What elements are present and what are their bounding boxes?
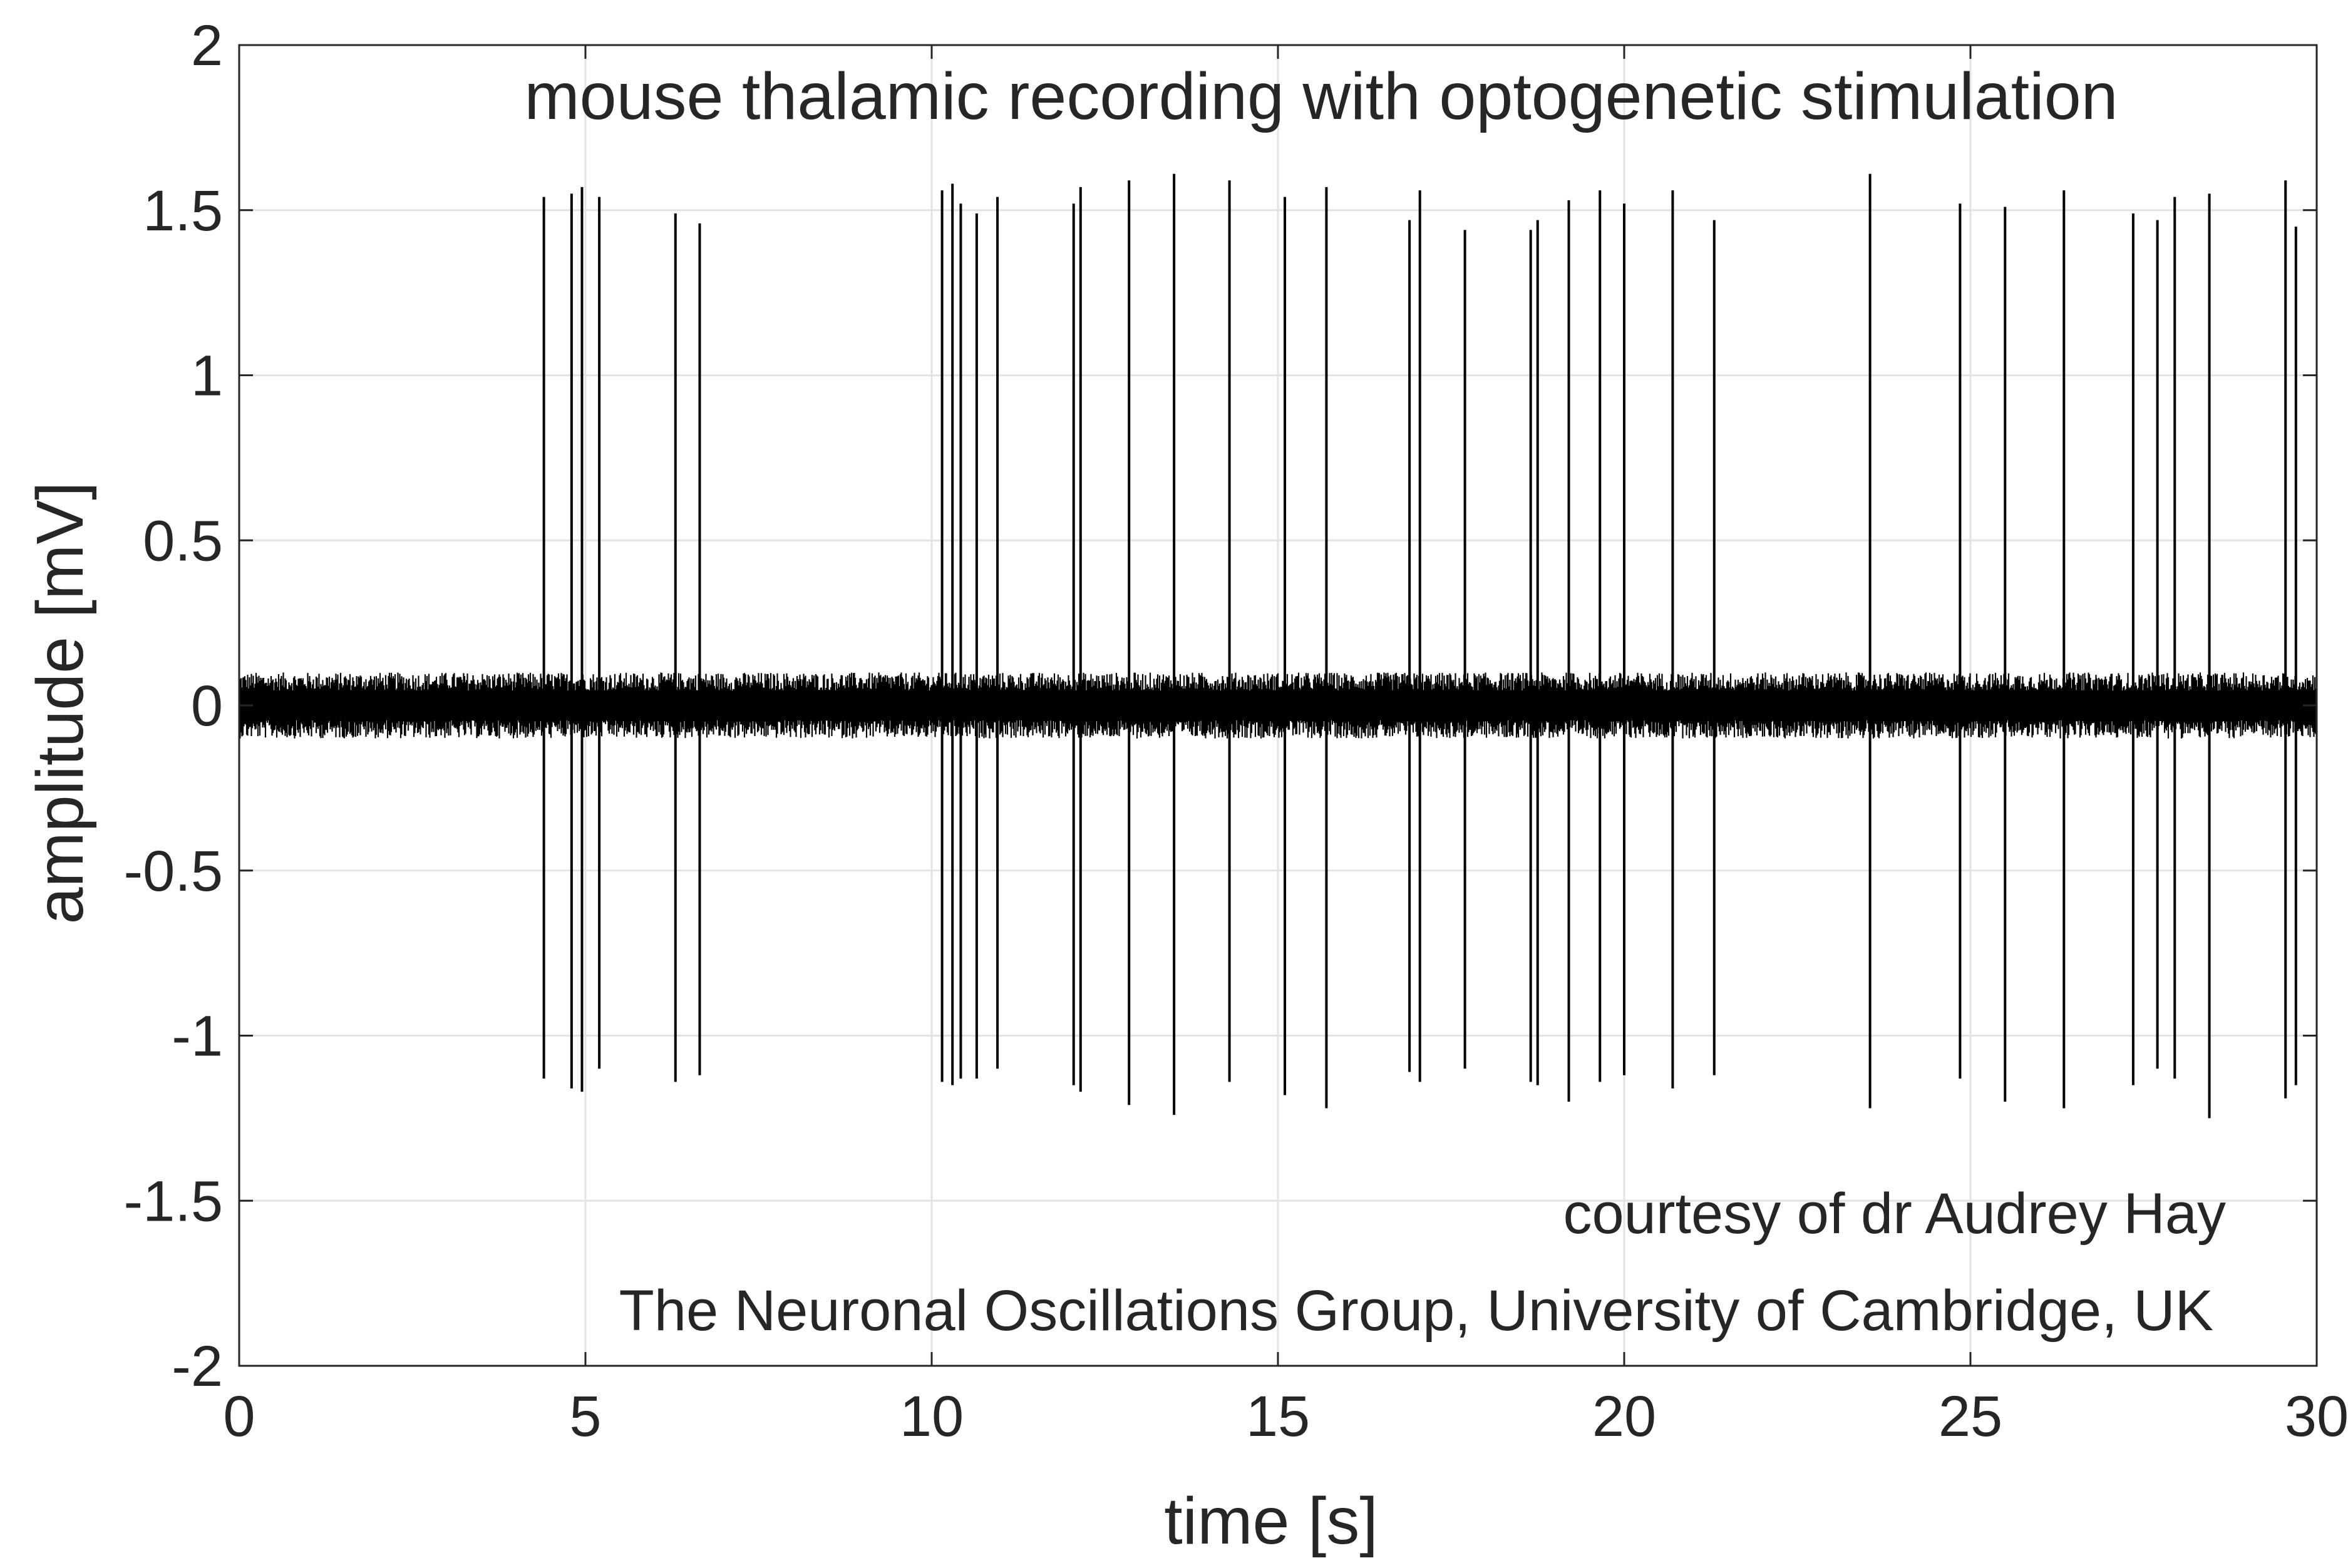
chart-title: mouse thalamic recording with optogeneti… <box>524 59 2118 133</box>
y-tick-label: 0 <box>191 674 223 738</box>
annotation-courtesy: courtesy of dr Audrey Hay <box>1563 1182 2227 1246</box>
y-tick-label: 2 <box>191 14 223 78</box>
x-tick-label: 30 <box>2285 1385 2348 1448</box>
x-tick-label: 15 <box>1246 1385 1310 1448</box>
y-tick-label: -1.5 <box>123 1169 223 1233</box>
y-tick-label: 1.5 <box>143 179 223 243</box>
annotation-affiliation: The Neuronal Oscillations Group, Univers… <box>619 1279 2213 1343</box>
x-tick-label: 10 <box>900 1385 964 1448</box>
axes-layer <box>238 44 2318 1367</box>
tick-label-layer: 0 5 10 15 20 25 30 2 1.5 1 0.5 0 -0.5 -1 -1.5 -2 <box>123 14 2348 1448</box>
y-tick-label: -1 <box>172 1005 223 1068</box>
y-axis-label: amplitude [mV] <box>23 482 97 925</box>
x-tick-label: 20 <box>1592 1385 1656 1448</box>
y-tick-label: -2 <box>172 1335 223 1398</box>
y-tick-label: 1 <box>191 344 223 408</box>
x-tick-label: 25 <box>1939 1385 2002 1448</box>
x-axis-label: time [s] <box>1164 1484 1378 1558</box>
x-tick-label: 0 <box>223 1385 255 1448</box>
y-tick-label: 0.5 <box>143 509 223 573</box>
x-tick-label: 5 <box>569 1385 601 1448</box>
spike-layer <box>542 173 2297 1119</box>
y-tick-label: -0.5 <box>123 839 223 903</box>
